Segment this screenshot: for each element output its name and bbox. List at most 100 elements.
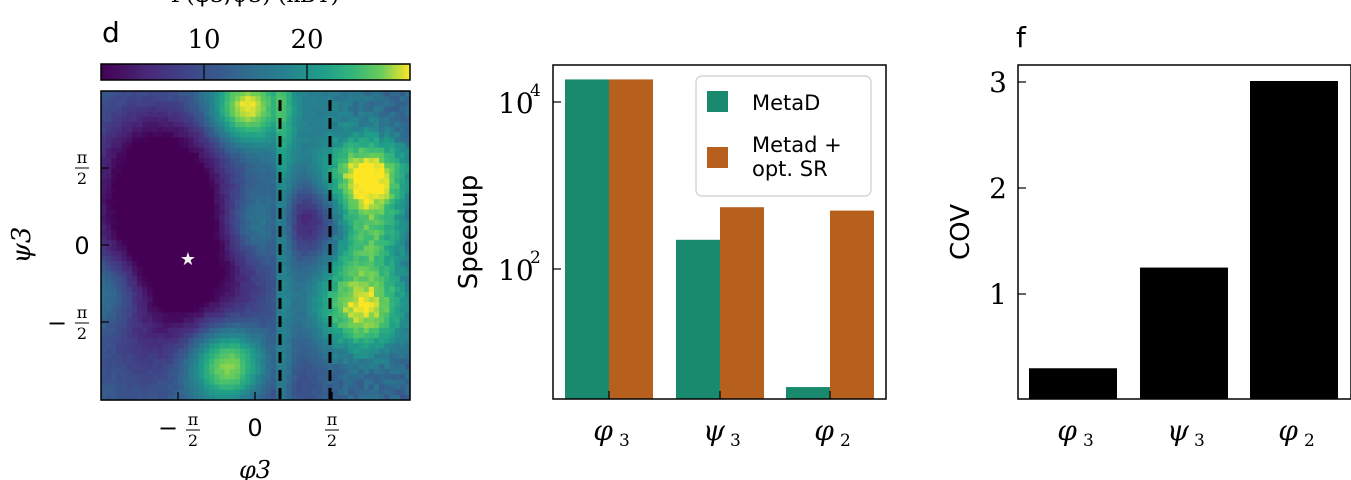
heatmap-cell — [209, 358, 215, 365]
heatmap-cell — [183, 219, 190, 226]
heatmap-cell — [270, 219, 277, 226]
heatmap-cell — [245, 194, 251, 200]
heatmap-cell — [106, 369, 112, 375]
heatmap-cell — [389, 343, 396, 350]
heatmap-cell — [224, 333, 231, 339]
heatmap-cell — [379, 317, 385, 324]
heatmap-cell — [131, 111, 138, 118]
heatmap-cell — [343, 121, 349, 128]
heatmap-cell — [204, 276, 210, 283]
heatmap-cell — [178, 214, 184, 221]
heatmap-cell — [152, 369, 159, 375]
heatmap-cell — [121, 173, 128, 180]
heatmap-cell — [312, 384, 318, 391]
heatmap-cell — [229, 111, 236, 118]
heatmap-cell — [157, 333, 164, 339]
heatmap-cell — [250, 250, 257, 257]
heatmap-cell — [245, 348, 251, 355]
heatmap-cell — [296, 363, 303, 370]
heatmap-cell — [167, 271, 174, 277]
heatmap-cell — [394, 312, 401, 319]
heatmap-cell — [389, 163, 396, 169]
heatmap-cell — [399, 266, 406, 272]
heatmap-cell — [240, 245, 246, 252]
heatmap-cell — [312, 127, 318, 133]
heatmap-cell — [322, 317, 329, 324]
heatmap-cell — [209, 106, 215, 113]
heatmap-cell — [353, 379, 360, 386]
heatmap-cell — [260, 307, 267, 314]
heatmap-cell — [131, 183, 138, 190]
heatmap-cell — [281, 157, 287, 164]
heatmap-cell — [101, 194, 107, 200]
heatmap-cell — [394, 384, 401, 391]
heatmap-cell — [162, 338, 169, 344]
heatmap-cell — [245, 152, 251, 159]
heatmap-cell — [296, 322, 303, 329]
heatmap-cell — [152, 333, 159, 339]
heatmap-cell — [121, 183, 128, 190]
heatmap-cell — [116, 394, 123, 401]
heatmap-cell — [214, 106, 221, 113]
heatmap-cell — [358, 209, 365, 216]
heatmap-cell — [353, 394, 360, 401]
heatmap-cell — [111, 317, 118, 324]
heatmap-cell — [204, 96, 210, 102]
heatmap-cell — [270, 168, 277, 174]
heatmap-cell — [270, 204, 277, 211]
heatmap-cell — [317, 260, 324, 267]
heatmap-cell — [281, 266, 287, 272]
heatmap-cell — [188, 219, 195, 226]
heatmap-cell — [224, 209, 231, 216]
heatmap-cell — [167, 188, 174, 195]
heatmap-cell — [399, 394, 406, 401]
heatmap-cell — [276, 276, 282, 283]
heatmap-cell — [111, 353, 118, 360]
heatmap-cell — [106, 127, 112, 133]
heatmap-cell — [193, 214, 200, 221]
heatmap-cell — [343, 363, 349, 370]
heatmap-cell — [291, 219, 298, 226]
heatmap-cell — [162, 219, 169, 226]
heatmap-cell — [353, 214, 360, 221]
heatmap-cell — [126, 209, 133, 216]
heatmap-cell — [265, 137, 272, 144]
heatmap-cell — [255, 214, 262, 221]
heatmap-cell — [301, 194, 308, 200]
heatmap-cell — [152, 240, 159, 247]
heatmap-cell — [373, 327, 380, 334]
heatmap-cell — [317, 137, 324, 144]
heatmap-cell — [142, 178, 148, 185]
heatmap-cell — [286, 327, 293, 334]
heatmap-cell — [209, 322, 215, 329]
heatmap-cell — [193, 163, 200, 169]
heatmap-cell — [296, 312, 303, 319]
heatmap-cell — [368, 307, 375, 314]
heatmap-cell — [111, 168, 118, 174]
colorbar-label: F(φ3,ψ3) (kBT) — [171, 0, 339, 8]
heatmap-cell — [343, 338, 349, 344]
heatmap-cell — [157, 255, 164, 262]
heatmap-cell — [188, 240, 195, 247]
heatmap-cell — [317, 379, 324, 386]
heatmap-cell — [348, 168, 354, 174]
heatmap-cell — [183, 147, 190, 154]
heatmap-cell — [204, 281, 210, 288]
heatmap-cell — [101, 260, 107, 267]
heatmap-cell — [348, 276, 354, 283]
heatmap-cell — [296, 338, 303, 344]
heatmap-cell — [363, 194, 370, 200]
heatmap-cell — [404, 199, 411, 205]
heatmap-cell — [121, 101, 128, 108]
heatmap-cell — [142, 168, 148, 174]
heatmap-cell — [157, 343, 164, 350]
heatmap-cell — [379, 358, 385, 365]
heatmap-cell — [198, 168, 205, 174]
heatmap-cell — [224, 127, 231, 133]
svg-text:10: 10 — [498, 254, 534, 287]
heatmap-cell — [229, 297, 236, 303]
heatmap-cell — [332, 322, 339, 329]
heatmap-cell — [224, 245, 231, 252]
heatmap-cell — [301, 302, 308, 308]
